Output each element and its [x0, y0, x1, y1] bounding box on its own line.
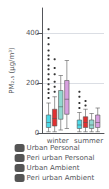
svg-text:Urban Ambient: Urban Ambient — [27, 164, 80, 172]
svg-text:PM₂.₅ (μg/m³): PM₂.₅ (μg/m³) — [8, 47, 16, 94]
svg-text:Peri urban Ambient: Peri urban Ambient — [27, 174, 95, 182]
svg-text:400: 400 — [26, 29, 39, 37]
svg-text:summer: summer — [74, 136, 103, 145]
svg-text:winter: winter — [46, 136, 69, 145]
svg-text:Urban Personal: Urban Personal — [27, 144, 80, 152]
svg-text:200: 200 — [26, 79, 39, 87]
svg-text:0: 0 — [35, 129, 39, 137]
svg-text:Peri urban Personal: Peri urban Personal — [27, 154, 95, 162]
